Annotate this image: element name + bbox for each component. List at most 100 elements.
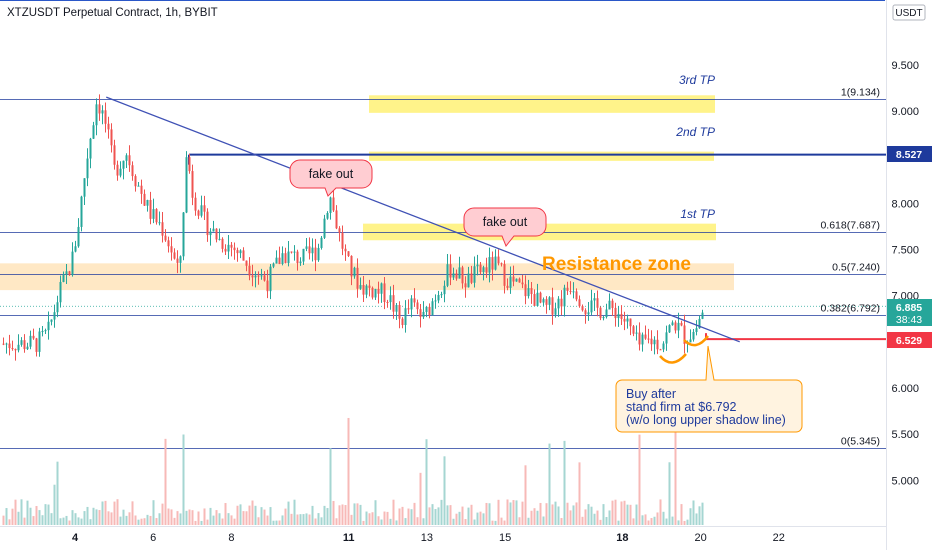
volume-bar (395, 520, 398, 525)
volume-bar (398, 508, 401, 525)
volume-bar (347, 417, 350, 525)
candle-body (479, 264, 482, 273)
volume-bar (569, 510, 572, 525)
volume-bar (386, 511, 389, 525)
candle-body (698, 318, 701, 329)
volume-bar (332, 500, 335, 525)
volume-bar (701, 502, 704, 525)
candle-body (224, 248, 227, 252)
volume-bar (383, 511, 386, 525)
badge-high-text: 8.527 (896, 149, 922, 161)
candle-body (608, 300, 611, 310)
candle-body (203, 205, 206, 212)
candle-body (239, 250, 242, 254)
volume-bar (65, 515, 68, 525)
volume-bar (527, 517, 530, 525)
volume-bar (185, 510, 188, 525)
volume-bar (452, 518, 455, 525)
candle-body (26, 346, 29, 350)
candle-body (233, 247, 236, 251)
candle-body (266, 280, 269, 292)
candle-body (569, 290, 572, 292)
volume-bar (437, 507, 440, 525)
fakeout-callout-1: fake out (289, 159, 373, 197)
fib-label-0.5: 0.5(7.240) (832, 262, 880, 274)
candle-body (671, 322, 674, 326)
candle-body (446, 264, 449, 286)
volume-bar (554, 501, 557, 525)
volume-bar (677, 520, 680, 525)
candle-body (683, 325, 686, 344)
volume-bar (236, 505, 239, 525)
candle-body (545, 299, 548, 305)
candle-body (473, 266, 476, 283)
volume-bar (638, 434, 641, 525)
candle-body (566, 287, 569, 291)
candle-body (434, 300, 437, 302)
volume-bar (590, 506, 593, 525)
volume-bar (146, 514, 149, 525)
candle-body (593, 298, 596, 301)
volume-bar (110, 512, 113, 525)
volume-bar (365, 511, 368, 525)
fib-label-1: 1(9.134) (841, 87, 880, 99)
candle-body (572, 291, 575, 293)
candle-body (320, 237, 323, 248)
candle-body (338, 228, 341, 233)
volume-bar (551, 504, 554, 525)
candle-body (374, 288, 377, 298)
time-tick-label: 18 (616, 532, 628, 544)
candle-body (650, 338, 653, 345)
candle-body (491, 257, 494, 270)
volume-bar (509, 502, 512, 525)
volume-bar (353, 503, 356, 525)
volume-bar (500, 517, 503, 525)
volume-bar (287, 501, 290, 525)
candle-body (182, 212, 185, 257)
candle-body (200, 205, 203, 216)
volume-bar (578, 462, 581, 525)
candle-body (587, 312, 590, 315)
volume-bar (29, 507, 32, 525)
candle-body (419, 309, 422, 318)
candle-body (137, 185, 140, 187)
volume-bar (665, 518, 668, 525)
candle-body (626, 318, 629, 322)
candle-body (503, 264, 506, 286)
candle-body (632, 326, 635, 334)
candle-body (257, 275, 260, 277)
candle-body (113, 145, 116, 165)
volume-bar (476, 512, 479, 525)
volume-bar (338, 505, 341, 525)
volume-bar (431, 504, 434, 525)
volume-bar (218, 513, 221, 525)
candle-body (614, 307, 617, 319)
time-tick-label: 8 (228, 532, 234, 544)
volume-bar (686, 519, 689, 525)
volume-bar (695, 513, 698, 525)
candle-body (662, 343, 665, 350)
candle-body (152, 209, 155, 219)
candle-body (278, 257, 281, 265)
candle-body (674, 322, 677, 331)
candle-body (290, 251, 293, 253)
currency-button[interactable]: USDT (892, 4, 926, 21)
candle-body (407, 308, 410, 310)
candle-body (206, 211, 209, 236)
candle-body (467, 273, 470, 288)
candle-body (230, 244, 233, 248)
candle-body (242, 250, 245, 261)
candle-body (620, 313, 623, 319)
candle-body (119, 168, 122, 176)
time-axis[interactable]: 4 6 8 11 13 15 18 20 22 (72, 532, 785, 544)
candle-body (590, 300, 593, 313)
tp3-label: 3rd TP (679, 73, 715, 87)
volume-bar (470, 504, 473, 525)
volume-bar (467, 507, 470, 525)
candle-body (644, 334, 647, 339)
candle-body (110, 129, 113, 146)
volume-bar (419, 472, 422, 525)
price-tick-label: 7.500 (891, 244, 919, 256)
volume-bar (656, 512, 659, 525)
